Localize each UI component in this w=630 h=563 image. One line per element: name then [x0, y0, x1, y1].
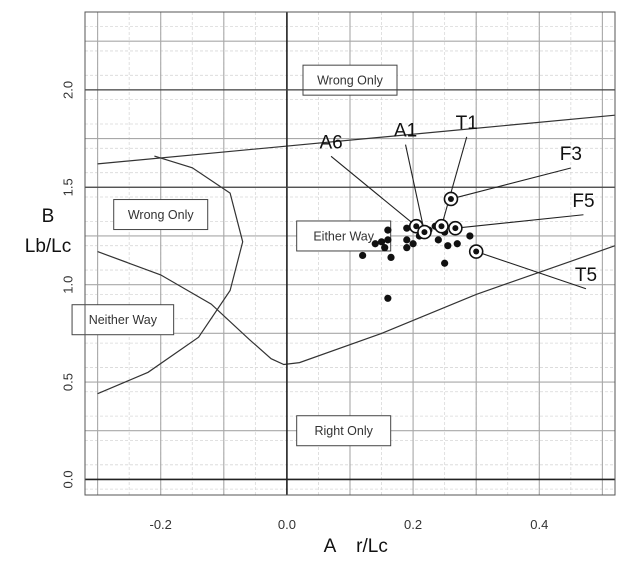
point-label: T1 — [456, 113, 478, 134]
y-axis-title: Lb/Lc — [25, 236, 71, 257]
y-tick-label: 1.0 — [61, 276, 76, 294]
data-point — [453, 240, 461, 248]
x-tick-label: 0.4 — [530, 517, 548, 532]
data-point — [403, 236, 411, 244]
data-point — [377, 238, 386, 246]
point-label: F3 — [560, 144, 582, 165]
region-boundary-curve — [97, 155, 244, 395]
data-points — [359, 222, 480, 302]
leader-line — [455, 214, 584, 229]
point-label: T5 — [575, 265, 597, 286]
x-axis-title: r/Lc — [356, 536, 388, 557]
data-point — [359, 251, 367, 260]
y-tick-label: 2.0 — [61, 81, 76, 99]
region-label: Either Way — [313, 229, 374, 243]
leader-line — [450, 167, 571, 200]
highlighted-point — [421, 229, 428, 236]
highlighted-point — [438, 223, 445, 230]
data-point — [466, 232, 474, 240]
data-point — [403, 224, 411, 232]
x-tick-label: 0.0 — [278, 517, 296, 532]
region-label: Wrong Only — [128, 208, 195, 222]
region-label: Neither Way — [89, 313, 158, 327]
point-labels: A6 A1 T1 F3 F5 T5 — [319, 113, 597, 290]
data-point — [381, 244, 389, 252]
data-point — [441, 259, 449, 267]
x-tick-label: 0.2 — [404, 517, 422, 532]
point-label: A1 — [394, 121, 417, 142]
tick-labels: -0.2 0.0 0.2 0.4 0.0 0.5 1.0 1.5 2.0 — [61, 81, 549, 532]
data-point — [434, 236, 442, 244]
point-label: A6 — [319, 132, 342, 153]
x-tick-label: -0.2 — [150, 517, 172, 532]
point-label: F5 — [572, 191, 594, 212]
data-point — [409, 240, 417, 248]
y-axis-letter: B — [42, 206, 55, 227]
data-point — [387, 253, 395, 261]
region-boundary-curve — [97, 114, 616, 165]
region-label: Right Only — [315, 424, 374, 438]
region-box — [113, 199, 209, 231]
data-point — [384, 236, 392, 244]
data-point — [444, 242, 452, 250]
y-tick-label: 0.5 — [61, 373, 76, 391]
leader-line — [440, 136, 468, 227]
highlighted-point — [447, 195, 454, 202]
highlighted-point — [473, 248, 480, 255]
leader-line — [404, 144, 425, 233]
region-boundary-curve — [97, 245, 616, 366]
region-label: Wrong Only — [317, 74, 384, 88]
leader-line — [330, 155, 417, 227]
x-axis-letter: A — [324, 536, 337, 557]
data-point — [384, 226, 392, 234]
region-labels: Wrong Only Wrong Only Either Way Neither Wa… — [71, 64, 398, 447]
y-tick-label: 0.0 — [61, 470, 76, 488]
data-point — [384, 294, 392, 302]
data-point — [403, 244, 411, 252]
plot-frame — [84, 11, 616, 496]
highlighted-point — [413, 223, 420, 230]
region-box — [71, 304, 175, 336]
leader-line — [476, 251, 587, 290]
highlighted-point — [452, 225, 459, 232]
y-tick-label: 1.5 — [61, 178, 76, 196]
data-point — [371, 240, 379, 248]
region-boundaries — [97, 114, 616, 395]
plot-border — [84, 11, 616, 496]
region-box — [296, 415, 392, 447]
